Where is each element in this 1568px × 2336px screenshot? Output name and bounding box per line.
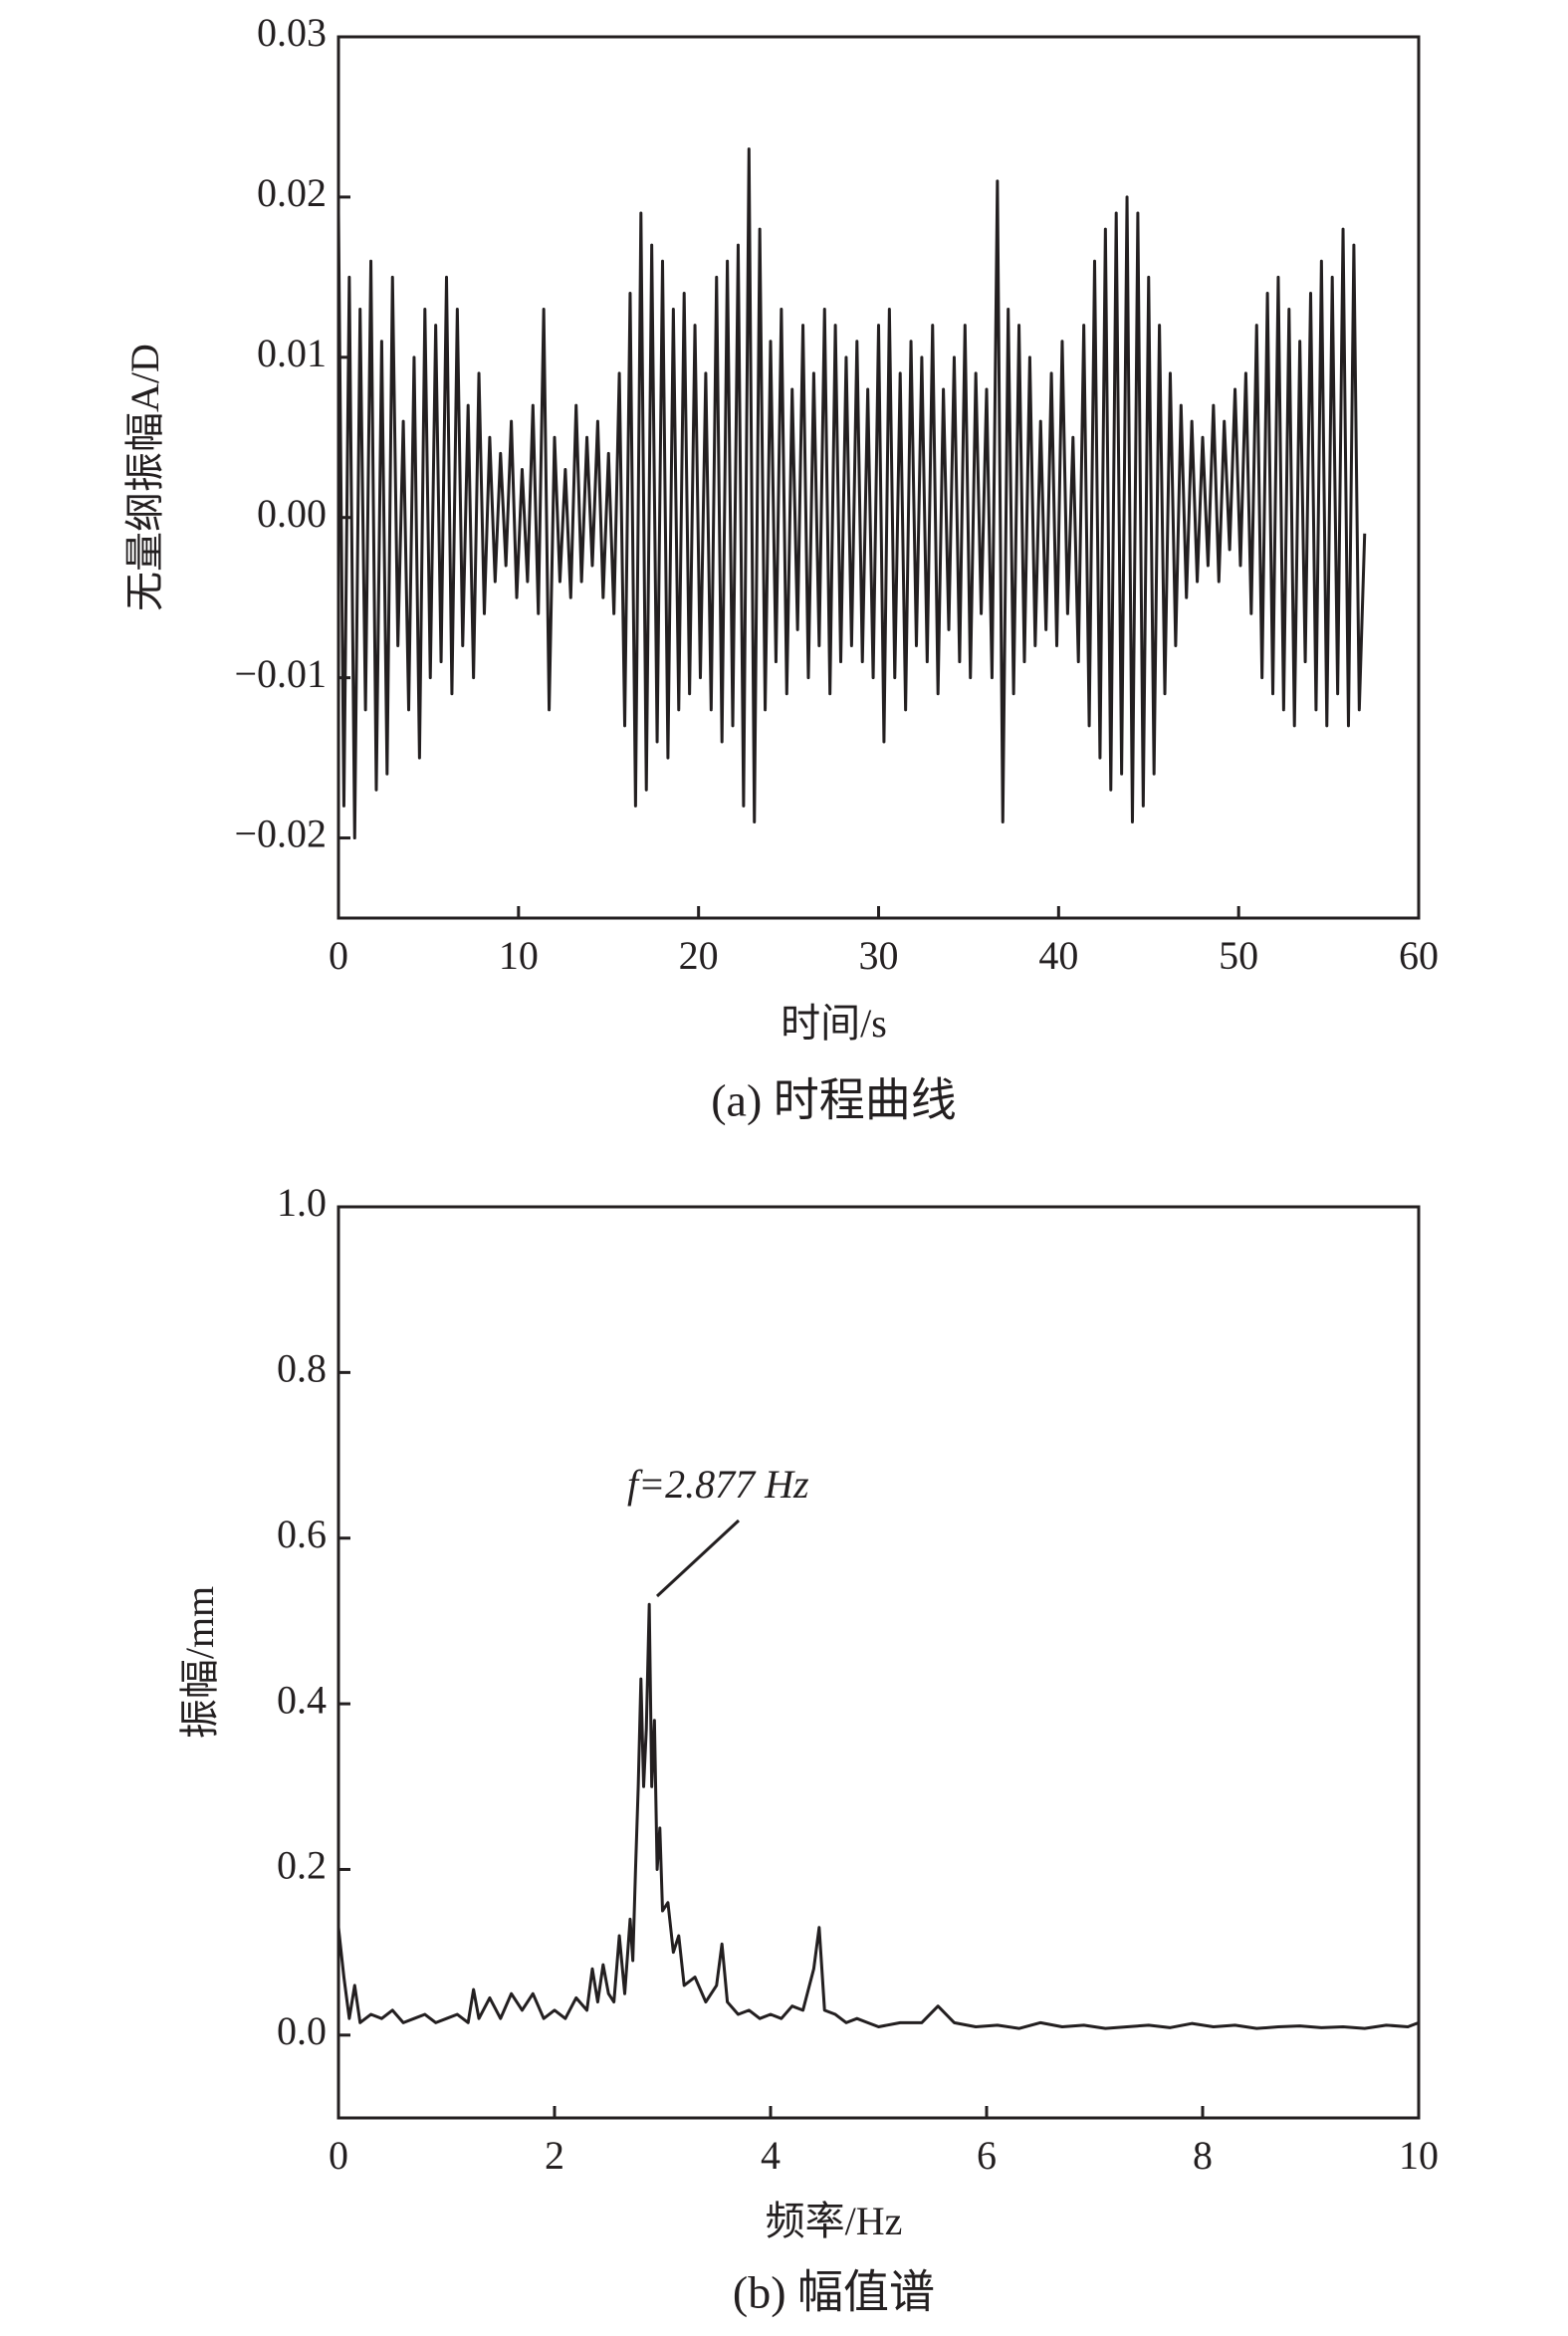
y-tick-label: 0.00 [257, 491, 327, 536]
x-tick-label: 2 [545, 2133, 564, 2178]
caption: (a) 时程曲线 [711, 1075, 957, 1126]
y-tick-label: 0.6 [277, 1512, 327, 1556]
data-line [336, 1602, 1420, 2030]
annotation: f=2.877 Hz [627, 1462, 809, 1507]
x-tick-label: 20 [679, 933, 719, 978]
y-tick-label: 0.03 [257, 10, 327, 55]
y-tick-label: 0.02 [257, 170, 327, 215]
x-axis-label: 频率/Hz [766, 2199, 903, 2243]
data-line [336, 147, 1367, 840]
x-tick-label: 4 [761, 2133, 781, 2178]
y-tick-label: 0.4 [277, 1677, 327, 1722]
annotation-leader [655, 1518, 741, 1598]
y-tick-label: 1.0 [277, 1180, 327, 1225]
x-tick-label: 30 [859, 933, 899, 978]
x-tick-label: 60 [1399, 933, 1439, 978]
y-tick-label: 0.8 [277, 1346, 327, 1391]
x-tick-label: 6 [977, 2133, 997, 2178]
y-tick-label: 0.0 [277, 2008, 327, 2053]
x-tick-label: 10 [499, 933, 539, 978]
x-tick-label: 8 [1193, 2133, 1213, 2178]
plot-frame [336, 1205, 1421, 2120]
y-tick-label: 0.2 [277, 1843, 327, 1888]
y-tick-label: 0.01 [257, 331, 327, 375]
x-tick-label: 0 [329, 933, 348, 978]
y-axis-label: 无量纲振幅A/D [122, 344, 167, 611]
caption: (b) 幅值谱 [733, 2267, 935, 2318]
y-tick-label: −0.02 [234, 812, 327, 856]
y-tick-label: −0.01 [234, 651, 327, 696]
y-axis-label: 振幅/mm [177, 1586, 222, 1739]
x-axis-label: 时间/s [781, 1001, 887, 1046]
x-tick-label: 50 [1219, 933, 1258, 978]
x-tick-label: 40 [1038, 933, 1078, 978]
x-tick-label: 0 [329, 2133, 348, 2178]
x-tick-label: 10 [1399, 2133, 1439, 2178]
